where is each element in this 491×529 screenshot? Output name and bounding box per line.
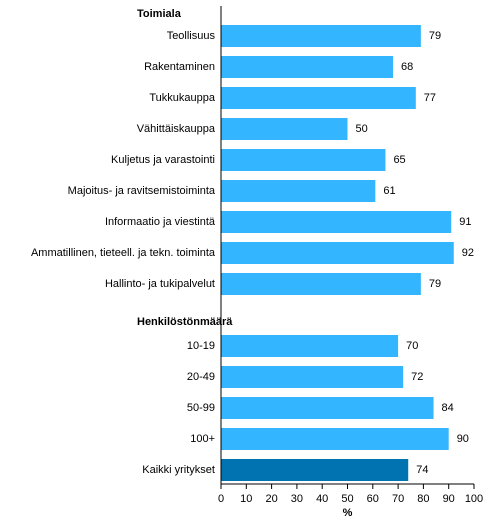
category-label: 20-49 [187,371,215,383]
x-axis-title: % [343,507,353,519]
bar-hallinto-ja-tukipalvelut [221,273,421,295]
bar-20-49 [221,366,404,388]
x-tick-label: 100 [465,493,483,505]
category-label: Ammatillinen, tieteell. ja tekn. toimint… [31,247,216,259]
category-label: 50-99 [187,402,215,414]
bar-vahittaiskauppa [221,118,348,140]
category-label: Kuljetus ja varastointi [111,154,215,166]
bar-majoitus-ja-ravitsemistoiminta [221,180,376,202]
bar-teollisuus [221,25,421,47]
value-label: 68 [401,61,413,73]
value-label: 72 [411,371,423,383]
x-tick-label: 90 [443,493,455,505]
value-label: 74 [416,464,428,476]
bar-100 [221,428,449,450]
value-label: 61 [383,185,395,197]
group-label-toimiala: Toimiala [137,8,182,20]
value-label: 91 [459,216,471,228]
bar-kuljetus-ja-varastointi [221,149,386,171]
chart-marks: Toimiala Teollisuus 79 Rakentaminen 68 Tukkuk… [31,6,483,519]
value-label: 77 [424,92,436,104]
bar-kaikki-yritykset [221,459,409,481]
category-label: Teollisuus [167,30,216,42]
bar-10-19 [221,335,399,357]
bar-informaatio-ja-viestinta [221,211,452,233]
bar-ammatillinen-tieteell-ja-tekn-toiminta [221,242,454,264]
x-tick-label: 0 [218,493,224,505]
x-tick-label: 60 [367,493,379,505]
category-label: Informaatio ja viestintä [105,216,216,228]
value-label: 90 [457,433,469,445]
bar-tukkukauppa [221,87,416,109]
category-label: 10-19 [187,340,215,352]
x-tick-label: 10 [240,493,252,505]
value-label: 70 [406,340,418,352]
category-label: 100+ [190,433,215,445]
x-tick-label: 30 [291,493,303,505]
x-tick-label: 70 [392,493,404,505]
x-tick-label: 40 [316,493,328,505]
category-label: Hallinto- ja tukipalvelut [105,278,215,290]
group-label-henkilostonmaara: Henkilöstönmäärä [137,316,233,328]
x-tick-label: 20 [265,493,277,505]
value-label: 79 [429,278,441,290]
value-label: 84 [442,402,454,414]
x-tick-label: 80 [417,493,429,505]
value-label: 92 [462,247,474,259]
category-label: Rakentaminen [144,61,215,73]
category-label: Tukkukauppa [149,92,216,104]
category-label: Kaikki yritykset [142,464,215,476]
category-label: Vähittäiskauppa [137,123,216,135]
value-label: 65 [393,154,405,166]
value-label: 79 [429,30,441,42]
bar-rakentaminen [221,56,394,78]
category-label: Majoitus- ja ravitsemistoiminta [68,185,216,197]
value-label: 50 [356,123,368,135]
bar-50-99 [221,397,434,419]
x-tick-label: 50 [341,493,353,505]
